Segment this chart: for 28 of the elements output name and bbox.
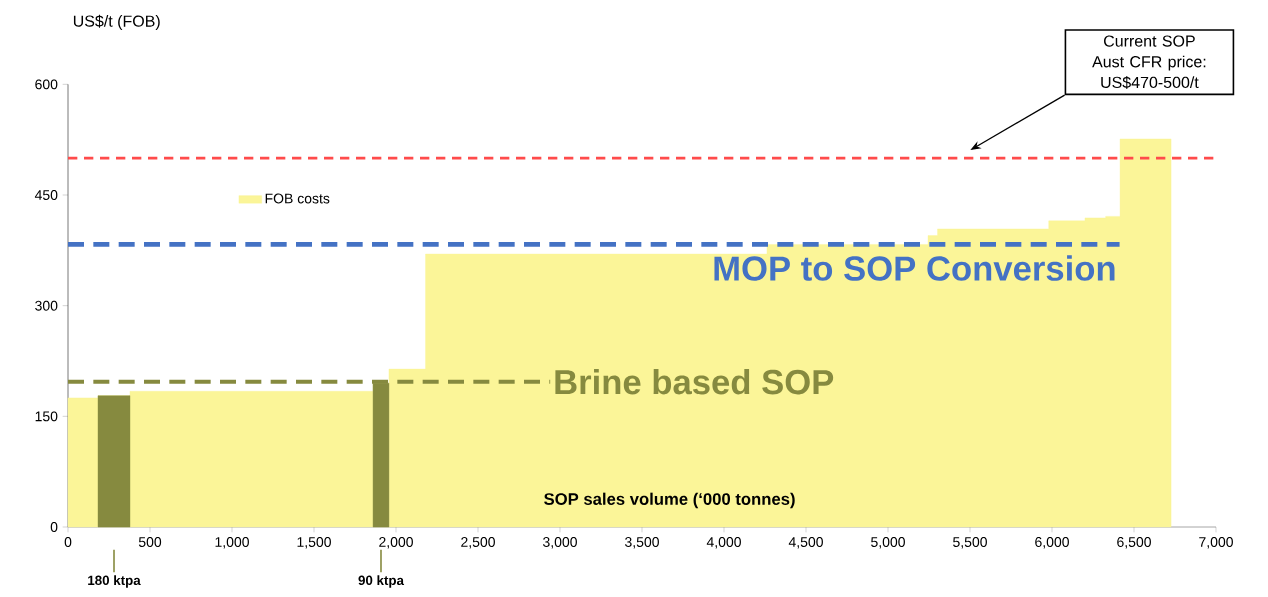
y-tick-label: 600 bbox=[35, 79, 58, 90]
text: 180 ktpa bbox=[88, 575, 141, 588]
x-tick-label: 500 bbox=[138, 537, 162, 547]
y-axis-title: US$/t (FOB) bbox=[73, 14, 160, 30]
x-tick-label: 3,500 bbox=[625, 537, 659, 549]
x-tick-label: 7,000 bbox=[1199, 537, 1233, 549]
x-tick-label: 2,500 bbox=[461, 537, 495, 549]
x-tick-label: 3,000 bbox=[543, 537, 577, 549]
y-tick-label: 150 bbox=[35, 411, 58, 422]
x-tick-label: 1,500 bbox=[297, 537, 331, 549]
annotation: Current SOP Aust CFR price: US$470-500/t bbox=[1092, 35, 1206, 90]
y-tick-label: 450 bbox=[34, 190, 58, 200]
text: 90 ktpa bbox=[358, 575, 405, 588]
legend-label: FOB costs bbox=[265, 193, 330, 204]
x-tick-label: 0 bbox=[64, 537, 72, 547]
x-tick-label: 6,000 bbox=[1035, 537, 1069, 549]
x-tick-label: 5,000 bbox=[871, 537, 905, 549]
ref-line-label: MOP to SOP Conversion bbox=[714, 255, 1115, 281]
x-tick-label: 4,000 bbox=[706, 537, 741, 549]
ref-line-label: Brine based SOP bbox=[555, 368, 834, 395]
x-tick-label: 5,500 bbox=[953, 537, 987, 549]
y-tick-label: 0 bbox=[50, 522, 58, 532]
x-tick-label: 4,500 bbox=[788, 537, 823, 549]
y-tick-label: 300 bbox=[35, 300, 58, 311]
x-tick-label: 6,500 bbox=[1117, 537, 1151, 549]
x-tick-label: 2,000 bbox=[379, 537, 413, 549]
x-axis-title: SOP sales volume (‘000 tonnes) bbox=[544, 492, 795, 509]
x-tick-label: 1,000 bbox=[215, 537, 249, 549]
